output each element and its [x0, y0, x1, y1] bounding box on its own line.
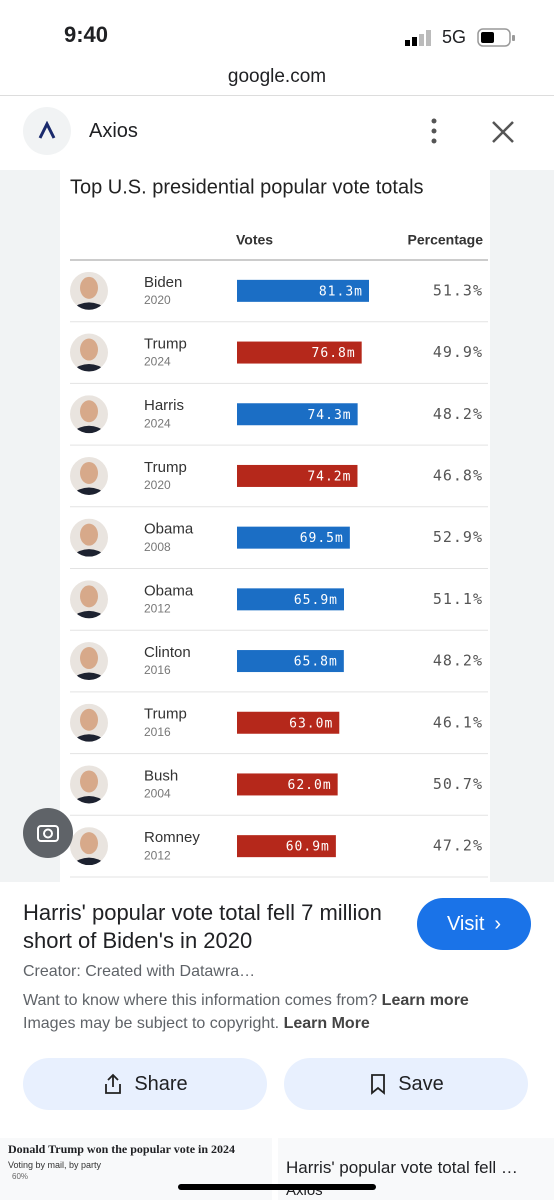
visit-label: Visit — [446, 912, 485, 935]
save-label: Save — [398, 1072, 444, 1095]
candidate-year: 2016 — [144, 663, 171, 677]
result-title[interactable]: Harris' popular vote total fell 7 millio… — [23, 900, 382, 953]
candidate-year: 2024 — [144, 355, 171, 369]
candidate-name: Bush — [144, 767, 178, 784]
bar — [237, 650, 344, 673]
bar — [237, 835, 336, 858]
percentage: 46.8% — [433, 466, 483, 484]
bar-label: 76.8m — [312, 346, 356, 361]
percentage: 48.2% — [433, 405, 483, 423]
candidate-name: Obama — [144, 521, 194, 538]
bar — [237, 588, 344, 611]
status-time: 9:40 — [64, 22, 109, 47]
avatar — [70, 271, 108, 310]
bar — [237, 403, 358, 426]
info-line: Want to know where this information come… — [23, 992, 469, 1010]
avatar — [70, 333, 108, 372]
related-tick: 60% — [12, 1172, 29, 1181]
avatar — [70, 456, 108, 495]
related-subtitle: Voting by mail, by party — [8, 1160, 102, 1170]
percentage: 47.2% — [433, 837, 483, 855]
home-indicator — [178, 1184, 376, 1190]
candidate-name: Trump — [144, 706, 187, 723]
candidate-name: Romney — [144, 829, 200, 846]
learn-more-link[interactable]: Learn more — [381, 992, 469, 1009]
menu-icon[interactable] — [420, 116, 450, 146]
bar — [237, 279, 369, 302]
candidate-year: 2020 — [144, 478, 171, 492]
related-card[interactable]: Harris' popular vote total fell … Axios — [278, 1138, 554, 1200]
bar-label: 74.3m — [307, 408, 351, 423]
visit-button[interactable]: Visit › — [417, 898, 531, 950]
bar — [237, 526, 350, 549]
candidate-year: 2008 — [144, 540, 171, 554]
copyright-text: Images may be subject to copyright. — [23, 1015, 280, 1032]
close-icon[interactable] — [488, 117, 518, 147]
chart: Top U.S. presidential popular vote total… — [60, 170, 490, 882]
save-button[interactable]: Save — [284, 1058, 528, 1110]
avatar — [70, 518, 108, 557]
percentage: 52.9% — [433, 528, 483, 546]
avatar — [70, 395, 108, 434]
column-header: Votes — [236, 232, 273, 248]
percentage: 51.3% — [433, 281, 483, 299]
avatar — [70, 765, 108, 804]
source-name[interactable]: Axios — [89, 120, 138, 142]
candidate-year: 2024 — [144, 416, 171, 430]
creator: Creator: Created with Datawra… — [23, 963, 256, 980]
percentage: 48.2% — [433, 652, 483, 670]
avatar — [70, 580, 108, 619]
chart-title: Top U.S. presidential popular vote total… — [70, 176, 424, 198]
percentage: 46.1% — [433, 713, 483, 731]
percentage: 50.7% — [433, 775, 483, 793]
battery-icon — [477, 27, 517, 49]
bar-label: 74.2m — [307, 469, 351, 484]
divider — [0, 95, 554, 96]
candidate-year: 2012 — [144, 602, 171, 616]
bar-label: 65.9m — [294, 593, 338, 608]
bar-label: 69.5m — [300, 531, 344, 546]
learn-more-link[interactable]: Learn More — [283, 1015, 370, 1032]
bar-label: 81.3m — [319, 284, 363, 299]
column-header: Percentage — [408, 232, 484, 248]
candidate-name: Obama — [144, 582, 194, 599]
candidate-year: 2012 — [144, 848, 171, 862]
related-card[interactable]: Donald Trump won the popular vote in 202… — [0, 1138, 272, 1200]
candidate-year: 2004 — [144, 787, 171, 801]
percentage: 51.1% — [433, 590, 483, 608]
bar-label: 65.8m — [294, 655, 338, 670]
chevron: › — [494, 912, 502, 935]
bar-label: 63.0m — [289, 716, 333, 731]
candidate-year: 2020 — [144, 293, 171, 307]
related-title: Donald Trump won the popular vote in 202… — [8, 1142, 236, 1156]
network-type: 5G — [442, 27, 467, 47]
bar — [237, 773, 338, 796]
candidate-name: Harris — [144, 397, 184, 414]
percentage: 49.9% — [433, 343, 483, 361]
bar — [237, 341, 362, 364]
bar — [237, 464, 358, 487]
related-title: Harris' popular vote total fell … — [286, 1158, 518, 1177]
copyright-line: Images may be subject to copyright. Lear… — [23, 1015, 370, 1033]
candidate-name: Biden — [144, 274, 182, 291]
avatar — [70, 703, 108, 742]
candidate-name: Trump — [144, 336, 187, 353]
candidate-name: Trump — [144, 459, 187, 476]
share-button[interactable]: Share — [23, 1058, 267, 1110]
info-text: Want to know where this information come… — [23, 992, 378, 1009]
bar-label: 60.9m — [286, 840, 330, 855]
lens-button[interactable] — [23, 808, 73, 858]
avatar — [70, 827, 108, 866]
bar-label: 62.0m — [288, 778, 332, 793]
bar — [237, 711, 340, 734]
share-label: Share — [134, 1072, 188, 1095]
avatar — [70, 642, 108, 681]
candidate-year: 2016 — [144, 725, 171, 739]
source-logo — [23, 107, 71, 155]
candidate-name: Clinton — [144, 644, 191, 661]
url[interactable]: google.com — [227, 66, 327, 87]
signal-icon — [405, 30, 435, 46]
